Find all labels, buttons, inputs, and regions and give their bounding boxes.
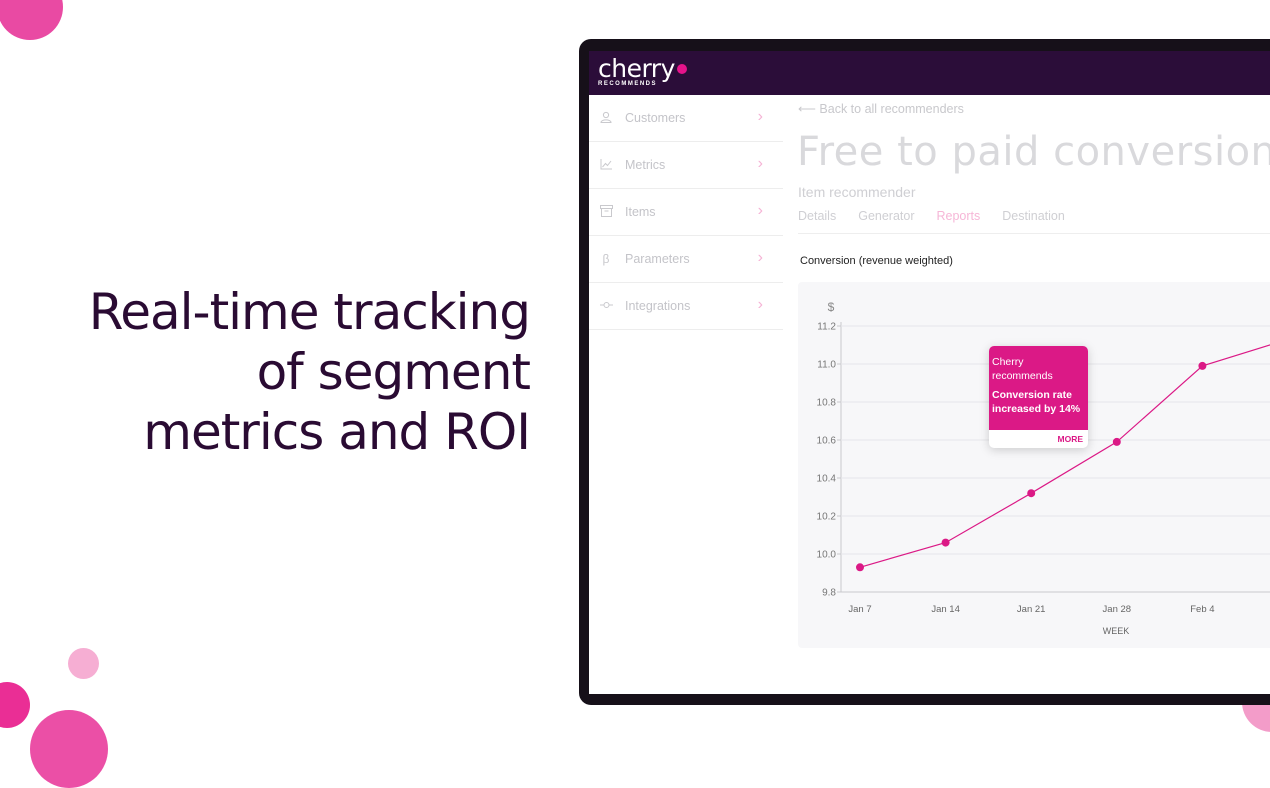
y-tick-label: 9.8 [822, 588, 836, 599]
sidebar-item-metrics[interactable]: Metrics › [589, 142, 783, 189]
main-content: ⟵ Back to all recommenders Free to paid … [783, 95, 1270, 694]
x-tick-label: Jan 14 [931, 604, 960, 615]
x-tick-label: Jan 21 [1017, 604, 1046, 615]
chevron-right-icon: › [757, 155, 763, 172]
y-tick-label: 10.2 [817, 512, 837, 523]
tab-details[interactable]: Details [798, 209, 837, 223]
headline-line-1: Real-time tracking [88, 283, 531, 341]
y-tick-label: 11.0 [817, 360, 836, 371]
decor-circle-left-edge [0, 682, 30, 728]
callout-message: Conversion rate increased by 14% [992, 389, 1081, 415]
data-point [941, 538, 950, 547]
tab-generator[interactable]: Generator [858, 209, 915, 223]
chevron-right-icon: › [757, 108, 763, 125]
headline-line-2: of segment [256, 343, 531, 401]
arrow-left-icon: ⟵ [798, 102, 820, 116]
y-tick-label: 10.0 [817, 550, 837, 561]
beta-icon: β [602, 252, 610, 266]
y-tick-label: 10.4 [817, 474, 837, 485]
sidebar: Customers › Metrics › Items › β Paramete… [589, 95, 783, 694]
series-line [859, 344, 1270, 568]
laptop-frame: cherry RECOMMENDS Customers › Metrics › [579, 39, 1270, 705]
tabs-divider [798, 233, 1270, 234]
chevron-right-icon: › [757, 249, 763, 266]
sidebar-item-label: Metrics [625, 158, 666, 172]
headline-line-3: metrics and ROI [143, 403, 531, 461]
sidebar-item-label: Customers [625, 111, 686, 125]
tab-destination[interactable]: Destination [1002, 209, 1065, 223]
sidebar-item-label: Parameters [625, 252, 690, 266]
x-tick-label: Jan 28 [1103, 604, 1132, 615]
page-subtitle: Item recommender [798, 184, 916, 200]
data-point [856, 563, 864, 572]
archive-box-icon [599, 204, 613, 220]
logo-wordmark: cherry [598, 54, 675, 83]
app-screen: cherry RECOMMENDS Customers › Metrics › [589, 51, 1270, 694]
tab-reports[interactable]: Reports [936, 209, 981, 223]
logo-dot-icon [677, 64, 687, 74]
chart-panel: 11.2 11.0 10.8 10.6 10.4 10.2 10.0 9.8 $ Jan 7 Jan… [798, 282, 1270, 648]
y-tick-label: 10.6 [817, 436, 837, 447]
back-link-label: Back to all recommenders [819, 102, 964, 116]
logo-subtext: RECOMMENDS [598, 81, 658, 87]
data-point [1198, 361, 1207, 370]
integration-icon [599, 299, 613, 314]
x-axis-label: WEEK [1103, 626, 1130, 636]
callout-heading: Cherry recommends [992, 356, 1053, 382]
marketing-headline: Real-time tracking of segment metrics an… [40, 282, 531, 462]
decor-circle-small-pink [68, 648, 99, 679]
callout-more-link[interactable]: MORE [1057, 434, 1084, 444]
chart-title: Conversion (revenue weighted) [800, 255, 953, 267]
recommendation-callout[interactable]: Cherry recommends Conversion rate increa… [989, 346, 1088, 448]
page-title: Free to paid conversion [797, 129, 1270, 175]
user-icon [599, 111, 613, 126]
y-tick-label: 10.8 [817, 398, 837, 409]
sidebar-item-parameters[interactable]: β Parameters › [589, 236, 783, 283]
callout-body: Cherry recommends Conversion rate increa… [989, 346, 1088, 430]
sidebar-item-label: Integrations [625, 299, 691, 313]
data-point [1027, 489, 1036, 498]
data-point [1112, 437, 1121, 446]
tab-bar: Details Generator Reports Destination [798, 209, 1065, 223]
conversion-line-chart: 11.2 11.0 10.8 10.6 10.4 10.2 10.0 9.8 $ Jan 7 Jan… [817, 300, 1270, 636]
sidebar-item-customers[interactable]: Customers › [589, 95, 783, 142]
back-link[interactable]: ⟵ Back to all recommenders [798, 101, 964, 116]
top-navbar: cherry RECOMMENDS [589, 51, 1270, 95]
cherry-logo[interactable]: cherry RECOMMENDS [598, 54, 675, 88]
chevron-right-icon: › [757, 202, 763, 219]
y-axis-label: $ [828, 300, 835, 314]
x-tick-label: Feb 4 [1190, 604, 1214, 615]
chevron-right-icon: › [757, 296, 763, 313]
decor-circle-bottom-left [30, 710, 108, 788]
x-tick-label: Jan 7 [848, 604, 871, 615]
sidebar-item-items[interactable]: Items › [589, 189, 783, 236]
line-chart-icon [599, 158, 613, 173]
sidebar-item-label: Items [625, 205, 656, 219]
decor-circle-top-left [0, 0, 63, 40]
y-tick-label: 11.2 [817, 322, 836, 333]
sidebar-item-integrations[interactable]: Integrations › [589, 283, 783, 330]
